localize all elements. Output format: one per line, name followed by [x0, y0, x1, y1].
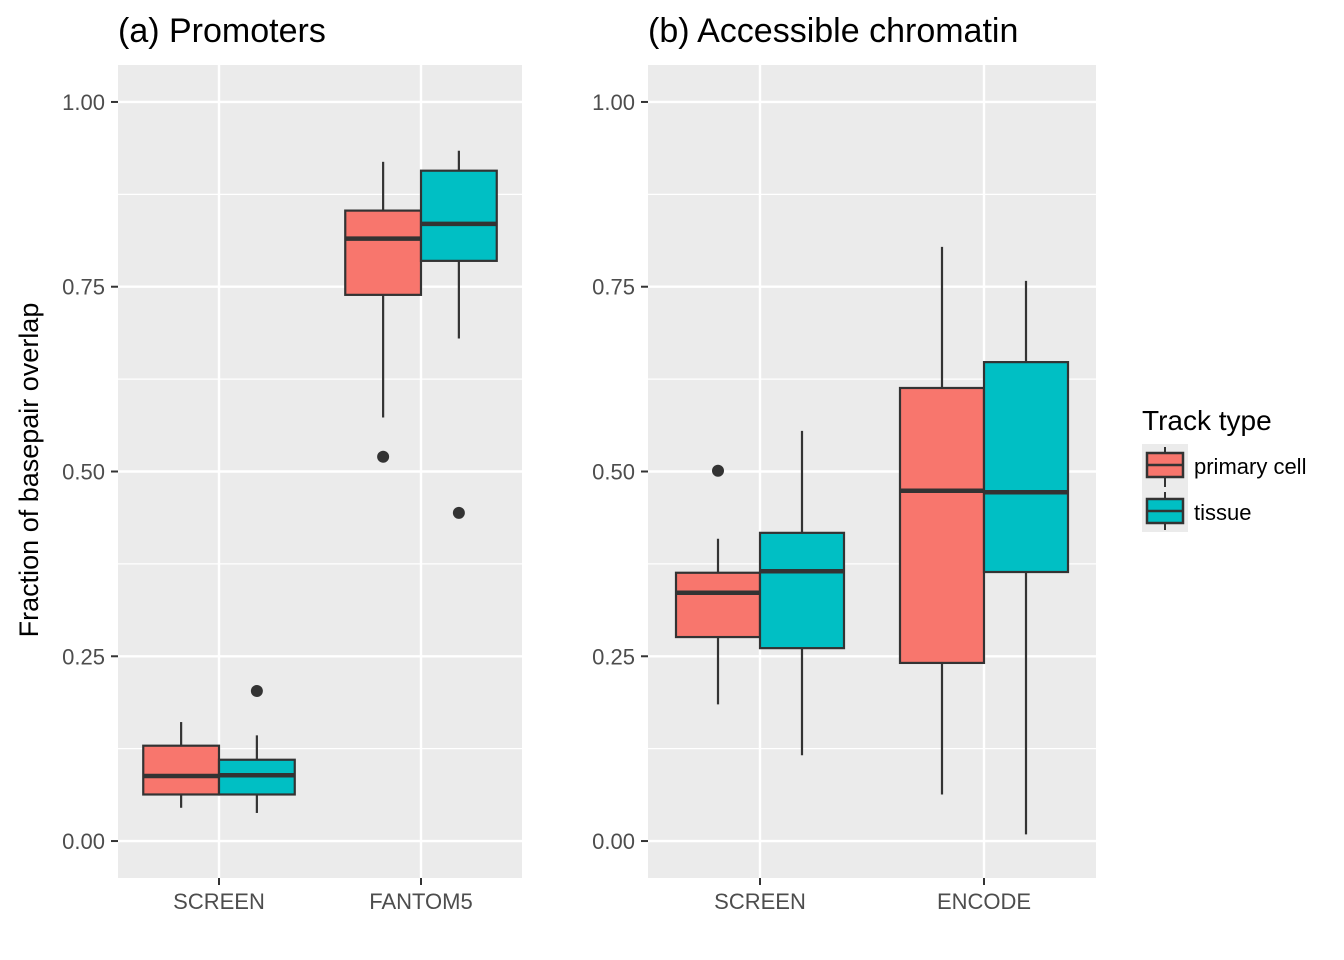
panel-accessible-chromatin: (b) Accessible chromatin 0.00 0.25 0.50 0.75… [592, 12, 1096, 914]
legend-title: Track type [1142, 405, 1272, 436]
x-tick-label-screen: SCREEN [173, 889, 265, 914]
outlier-point [712, 464, 724, 477]
box-primary-cell-fantom5 [344, 161, 423, 463]
y-tick-label: 0.25 [592, 644, 635, 669]
box-tissue-encode [982, 280, 1070, 835]
box-tissue-screen [758, 430, 846, 756]
box-body [898, 386, 986, 665]
outlier-point [377, 450, 390, 463]
box-tissue-fantom5 [419, 150, 498, 519]
y-tick-label: 0.00 [592, 829, 635, 854]
box-body [142, 744, 221, 796]
panel-title: (a) Promoters [118, 12, 326, 50]
legend-item-primary-cell: primary cell [1142, 444, 1306, 490]
y-tick-label: 0.50 [62, 460, 105, 485]
outlier-point [250, 685, 263, 698]
box-body [758, 531, 846, 650]
x-tick-label-fantom5: FANTOM5 [369, 889, 473, 914]
box-primary-cell-encode [898, 246, 986, 795]
box-body [419, 169, 498, 262]
y-tick-label: 1.00 [62, 90, 105, 115]
y-tick-label: 0.75 [592, 275, 635, 300]
y-tick-label: 0.50 [592, 460, 635, 485]
legend-label-primary-cell: primary cell [1194, 454, 1306, 479]
outlier-point [452, 506, 465, 519]
y-tick-label: 0.75 [62, 275, 105, 300]
box-primary-cell-screen [674, 464, 762, 705]
box-body [344, 209, 423, 296]
y-axis-label: Fraction of basepair overlap [14, 303, 44, 638]
y-tick-label: 1.00 [592, 90, 635, 115]
box-body [674, 571, 762, 639]
y-tick-label: 0.25 [62, 644, 105, 669]
y-tick-label: 0.00 [62, 829, 105, 854]
box-tissue-screen [217, 685, 296, 813]
legend: Track type primary cell tissue [1142, 405, 1306, 532]
legend-label-tissue: tissue [1194, 500, 1251, 525]
box-body [982, 361, 1070, 574]
panel-promoters: (a) Promoters 0.00 0.25 0.50 0.75 1.00 SCREEN F… [62, 12, 522, 914]
panel-title: (b) Accessible chromatin [648, 12, 1018, 50]
x-tick-label-screen: SCREEN [714, 889, 806, 914]
x-tick-label-encode: ENCODE [937, 889, 1031, 914]
box-primary-cell-screen [142, 722, 221, 808]
legend-item-tissue: tissue [1142, 490, 1251, 532]
